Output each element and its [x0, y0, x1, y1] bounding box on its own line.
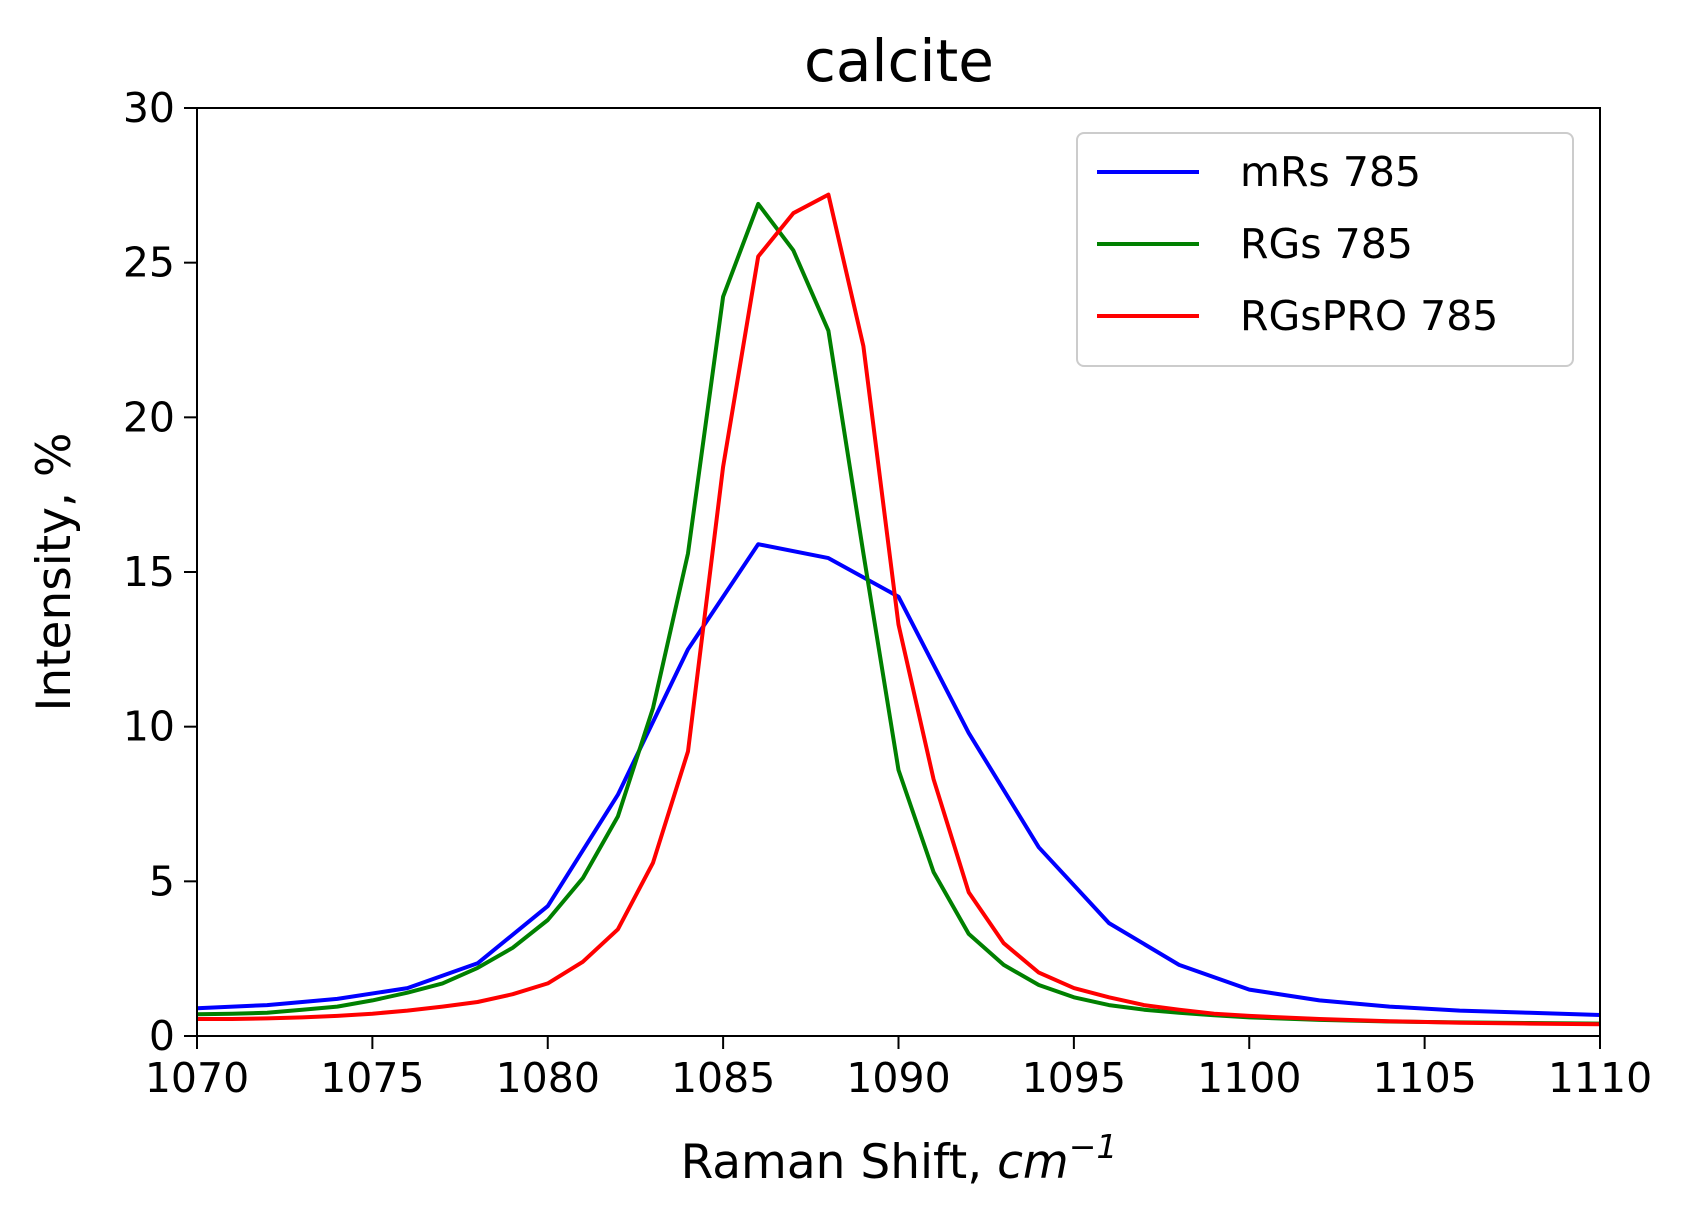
y-axis-label: Intensity, %: [27, 432, 82, 711]
legend: mRs 785 RGs 785 RGsPRO 785: [1076, 132, 1574, 367]
y-tick-label-5: 25: [123, 239, 175, 287]
x-axis-label-exponent: −1: [1069, 1127, 1118, 1166]
y-tick-label-4: 20: [123, 393, 175, 441]
x-tick-label-3: 1085: [671, 1054, 775, 1102]
legend-label-0: mRs 785: [1240, 148, 1421, 196]
x-tick-label-2: 1080: [496, 1054, 600, 1102]
x-tick-label-7: 1105: [1372, 1054, 1476, 1102]
x-tick-label-0: 1070: [145, 1054, 249, 1102]
legend-label-1: RGs 785: [1240, 220, 1413, 268]
chart-title: calcite: [804, 27, 994, 95]
legend-box: [1076, 132, 1574, 367]
x-tick-label-8: 1110: [1548, 1054, 1652, 1102]
x-tick-label-4: 1090: [846, 1054, 950, 1102]
series-layer: [196, 192, 1601, 1027]
x-axis-label: Raman Shift, cm−1: [681, 1127, 1118, 1190]
x-axis-ticks: 1070 1075 1080 1085 1090 1095 1100 1105 1110: [145, 1036, 1652, 1102]
x-axis-label-prefix: Raman Shift,: [681, 1135, 997, 1190]
y-tick-label-6: 30: [123, 84, 175, 132]
y-tick-label-1: 5: [149, 857, 175, 905]
x-tick-label-5: 1095: [1022, 1054, 1126, 1102]
y-tick-label-0: 0: [149, 1012, 175, 1060]
x-tick-label-1: 1075: [320, 1054, 424, 1102]
x-axis-label-unit: cm: [997, 1135, 1069, 1190]
y-tick-label-2: 10: [123, 703, 175, 751]
legend-label-2: RGsPRO 785: [1240, 292, 1498, 340]
x-tick-label-6: 1100: [1197, 1054, 1301, 1102]
series-line-2: [197, 192, 1601, 1027]
legend-items: mRs 785 RGs 785 RGsPRO 785: [1097, 148, 1498, 340]
series-line-0: [196, 542, 1601, 1017]
y-tick-label-3: 15: [123, 548, 175, 596]
y-axis-ticks: 0 5 10 15 20 25 30: [123, 84, 197, 1060]
